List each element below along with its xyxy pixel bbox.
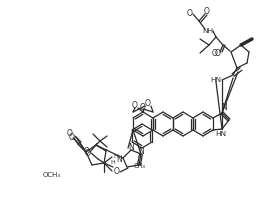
Text: O: O	[187, 9, 193, 17]
Text: ·: ·	[106, 145, 109, 155]
Text: OCH₃: OCH₃	[43, 172, 61, 178]
Text: O: O	[204, 7, 210, 16]
Text: ·: ·	[95, 139, 99, 149]
Text: N: N	[116, 155, 122, 164]
Text: HN: HN	[216, 131, 227, 137]
Text: O: O	[212, 49, 218, 58]
Text: H: H	[114, 154, 118, 160]
Text: N: N	[221, 104, 227, 112]
Text: O: O	[215, 49, 221, 58]
Text: H: H	[111, 161, 115, 166]
Text: N: N	[138, 147, 144, 155]
Text: N: N	[128, 142, 134, 151]
Text: HN: HN	[211, 77, 221, 83]
Text: O: O	[114, 167, 120, 177]
Text: O: O	[69, 132, 75, 141]
Text: O: O	[140, 102, 146, 111]
Text: O: O	[84, 147, 90, 157]
Text: O: O	[67, 128, 73, 138]
Text: O: O	[132, 101, 138, 109]
Text: NH: NH	[202, 28, 213, 34]
Text: O: O	[145, 99, 151, 108]
Text: O: O	[85, 148, 91, 157]
Text: CH₃: CH₃	[134, 163, 146, 169]
